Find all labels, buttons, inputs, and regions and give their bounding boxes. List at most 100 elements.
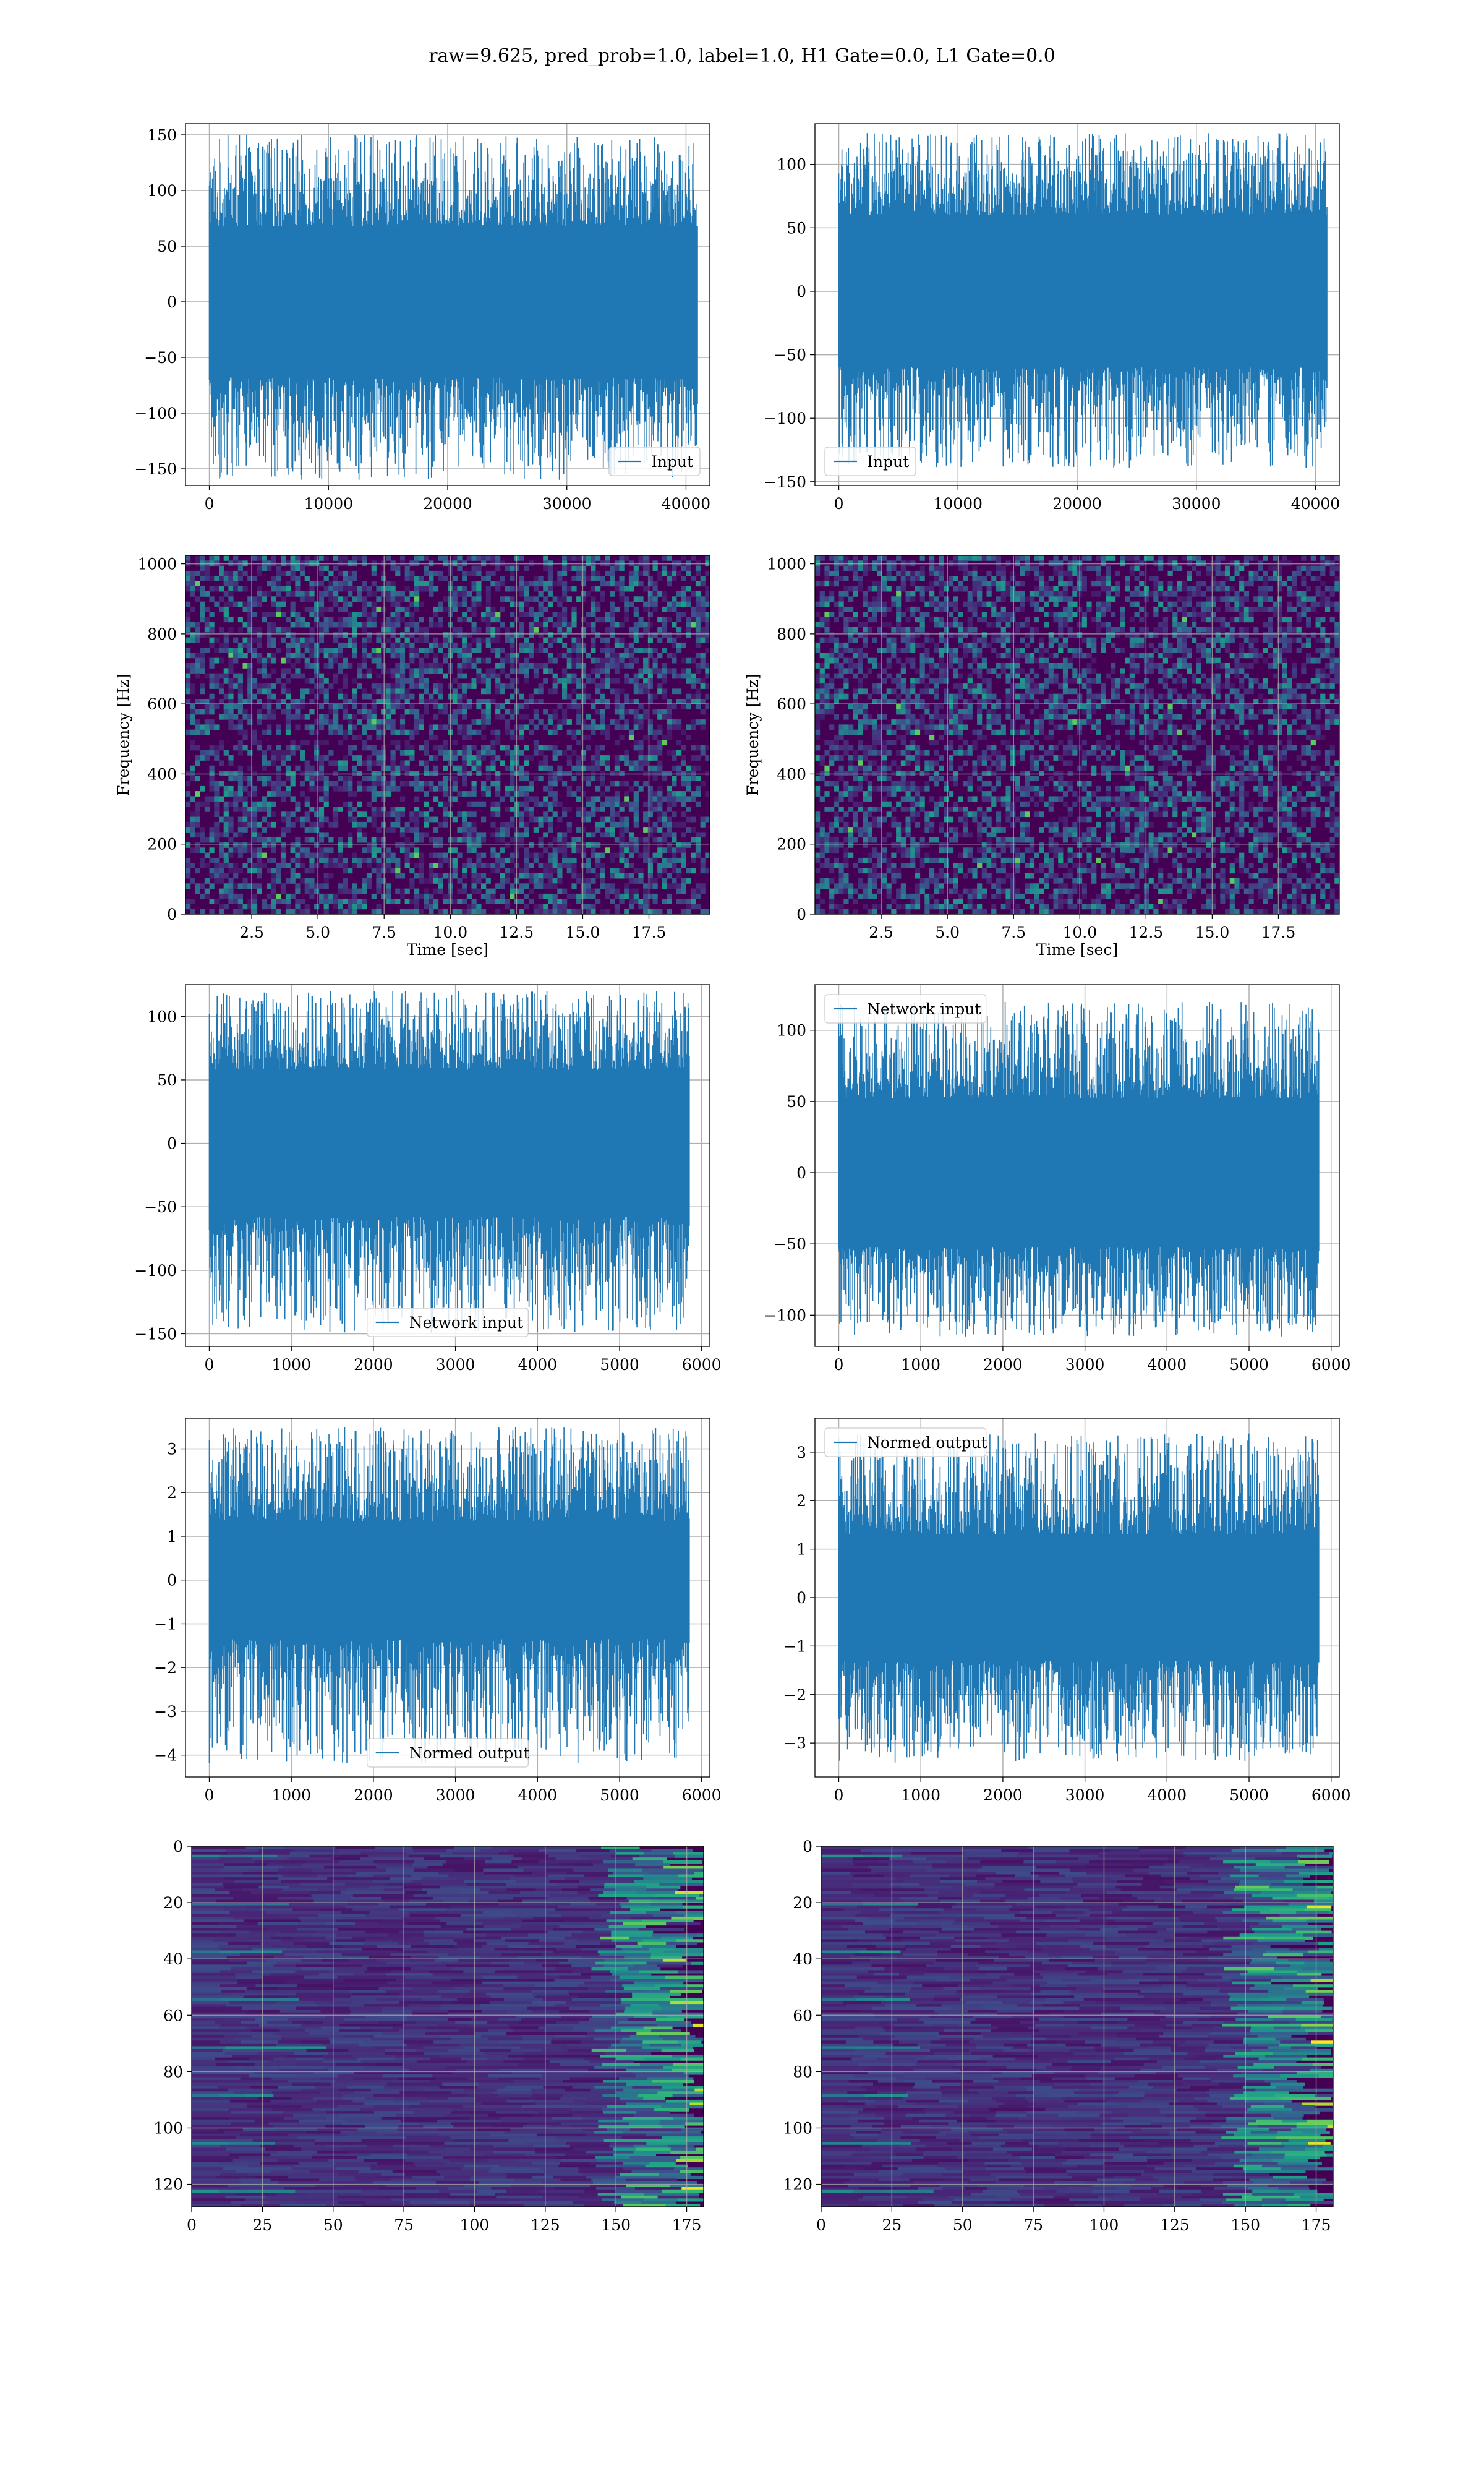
y-tick-label: −150 [134, 460, 177, 478]
heatmap-cell [195, 570, 200, 576]
heatmap-cell [538, 852, 544, 858]
heatmap-cell [838, 724, 844, 730]
heatmap-cell [600, 781, 605, 787]
heatmap-cell [900, 627, 906, 633]
heatmap-cell [815, 581, 821, 587]
heatmap-cell [257, 555, 262, 561]
heatmap-cell [414, 555, 420, 561]
heatmap-cell [815, 648, 821, 653]
heatmap-cell [657, 796, 663, 802]
heatmap-cell [219, 648, 224, 653]
heatmap-cell [867, 811, 873, 818]
heatmap-cell [681, 771, 686, 776]
heatmap-cell [676, 796, 682, 802]
heatmap-cell [676, 888, 682, 894]
heatmap-cell [214, 801, 220, 807]
heatmap-cell [662, 648, 668, 653]
heatmap-cell [581, 863, 587, 868]
heatmap-cell [591, 847, 596, 854]
heatmap-cell [543, 627, 548, 633]
heatmap-cell [385, 709, 391, 715]
heatmap-cell [433, 688, 439, 695]
heatmap-cell [915, 785, 921, 792]
heatmap-cell [466, 755, 472, 761]
heatmap-cell [686, 586, 691, 592]
heatmap-cell [576, 899, 582, 904]
heatmap-cell [343, 601, 348, 607]
heatmap-cell [571, 837, 577, 843]
heatmap-cell [314, 888, 320, 894]
heatmap-cell [300, 622, 305, 628]
heatmap-cell [314, 657, 320, 664]
heatmap-cell [318, 857, 325, 863]
heatmap-cell [195, 729, 200, 735]
heatmap-cell [838, 668, 844, 674]
heatmap-cell [295, 642, 301, 648]
heatmap-cell [643, 688, 649, 695]
heatmap-cell [314, 740, 320, 746]
heatmap-cell [352, 622, 358, 628]
heatmap-cell [500, 863, 506, 868]
heatmap-cell [262, 663, 267, 669]
heatmap-cell [348, 612, 353, 617]
heatmap-cell [848, 704, 854, 710]
heatmap-cell [395, 637, 401, 643]
heatmap-cell [452, 816, 458, 823]
heatmap-cell [624, 678, 629, 684]
heatmap-cell [237, 765, 244, 771]
heatmap-cell [190, 899, 195, 904]
heatmap-cell [824, 857, 830, 863]
heatmap-cell [657, 683, 663, 689]
heatmap-cell [204, 796, 210, 802]
heatmap-cell [662, 688, 668, 695]
heatmap-cell [557, 801, 563, 807]
heatmap-cell [586, 745, 591, 751]
heatmap-cell [209, 765, 215, 771]
heatmap-cell [228, 601, 234, 607]
heatmap-cell [262, 904, 267, 910]
heatmap-cell [624, 601, 629, 607]
heatmap-cell [566, 653, 572, 659]
heatmap-cell [457, 683, 463, 689]
heatmap-cell [838, 909, 844, 914]
heatmap-cell [433, 663, 439, 669]
heatmap-cell [672, 857, 677, 863]
heatmap-cell [667, 873, 672, 879]
heatmap-cell [309, 729, 315, 735]
heatmap-cell [419, 648, 424, 653]
heatmap-cell [519, 801, 524, 807]
heatmap-cell [209, 678, 215, 684]
heatmap-cell [510, 893, 515, 899]
heatmap-cell [399, 596, 406, 602]
heatmap-cell [404, 781, 410, 787]
heatmap-cell [399, 560, 406, 567]
heatmap-cell [348, 868, 353, 874]
heatmap-cell [638, 724, 644, 730]
heatmap-cell [667, 893, 672, 899]
heatmap-cell [343, 899, 348, 904]
heatmap-cell [838, 729, 844, 735]
heatmap-cell [815, 832, 821, 838]
heatmap-cell [290, 601, 296, 607]
heatmap-cell [485, 899, 491, 904]
heatmap-cell [457, 724, 463, 730]
heatmap-cell [705, 755, 710, 761]
heatmap-cell [462, 771, 467, 776]
heatmap-cell [863, 724, 868, 730]
heatmap-cell [819, 878, 825, 884]
heatmap-cell [290, 771, 296, 776]
heatmap-cell [543, 581, 548, 587]
heatmap-cell [190, 576, 195, 581]
heatmap-cell [466, 771, 472, 776]
heatmap-cell [252, 771, 258, 776]
heatmap-cell [223, 673, 229, 679]
heatmap-cell [352, 724, 358, 730]
heatmap-cell [877, 821, 882, 828]
heatmap-cell [228, 888, 234, 894]
heatmap-cell [834, 663, 840, 669]
heatmap-cell [495, 883, 501, 889]
heatmap-cell [848, 765, 854, 771]
heatmap-cell [476, 555, 482, 561]
heatmap-cell [357, 612, 362, 617]
heatmap-cell [376, 735, 382, 740]
